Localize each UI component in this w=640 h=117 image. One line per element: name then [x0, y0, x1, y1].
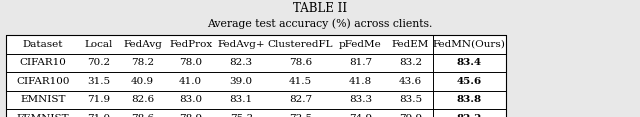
Text: 83.8: 83.8 — [456, 95, 482, 104]
Text: 82.6: 82.6 — [131, 95, 154, 104]
Text: CIFAR10: CIFAR10 — [19, 58, 67, 67]
Text: 83.1: 83.1 — [230, 95, 253, 104]
Text: FedEM: FedEM — [392, 40, 429, 49]
Text: 75.3: 75.3 — [230, 114, 253, 117]
Text: FedMN(Ours): FedMN(Ours) — [433, 40, 506, 49]
Text: ClusteredFL: ClusteredFL — [268, 40, 333, 49]
Text: 41.8: 41.8 — [349, 77, 372, 86]
Text: TABLE II: TABLE II — [293, 2, 347, 15]
Text: 81.7: 81.7 — [349, 58, 372, 67]
Text: 39.0: 39.0 — [230, 77, 253, 86]
Text: 78.6: 78.6 — [289, 58, 312, 67]
Text: 82.2: 82.2 — [456, 114, 482, 117]
Text: 71.9: 71.9 — [87, 95, 111, 104]
Text: FEMNIST: FEMNIST — [17, 114, 69, 117]
Text: 78.9: 78.9 — [179, 114, 202, 117]
Text: pFedMe: pFedMe — [339, 40, 381, 49]
Text: 41.0: 41.0 — [179, 77, 202, 86]
Text: Average test accuracy (%) across clients.: Average test accuracy (%) across clients… — [207, 18, 433, 29]
Text: 79.9: 79.9 — [399, 114, 422, 117]
Text: EMNIST: EMNIST — [20, 95, 66, 104]
Text: 83.4: 83.4 — [456, 58, 482, 67]
Text: Dataset: Dataset — [22, 40, 63, 49]
Text: FedProx: FedProx — [169, 40, 212, 49]
Text: 82.7: 82.7 — [289, 95, 312, 104]
Text: 83.0: 83.0 — [179, 95, 202, 104]
Text: 82.3: 82.3 — [230, 58, 253, 67]
Text: 40.9: 40.9 — [131, 77, 154, 86]
Text: 41.5: 41.5 — [289, 77, 312, 86]
Text: 45.6: 45.6 — [456, 77, 482, 86]
Text: 78.2: 78.2 — [131, 58, 154, 67]
Text: 78.6: 78.6 — [131, 114, 154, 117]
Text: FedAvg: FedAvg — [124, 40, 162, 49]
Text: 83.2: 83.2 — [399, 58, 422, 67]
Text: CIFAR100: CIFAR100 — [16, 77, 70, 86]
Text: 70.2: 70.2 — [87, 58, 111, 67]
Text: 71.0: 71.0 — [87, 114, 111, 117]
Text: 43.6: 43.6 — [399, 77, 422, 86]
Text: 73.5: 73.5 — [289, 114, 312, 117]
Text: Local: Local — [84, 40, 113, 49]
Text: 83.5: 83.5 — [399, 95, 422, 104]
Text: 83.3: 83.3 — [349, 95, 372, 104]
Text: 78.0: 78.0 — [179, 58, 202, 67]
Text: FedAvg+: FedAvg+ — [218, 40, 265, 49]
Bar — [6, 35, 506, 117]
Text: 74.9: 74.9 — [349, 114, 372, 117]
Text: 31.5: 31.5 — [87, 77, 111, 86]
